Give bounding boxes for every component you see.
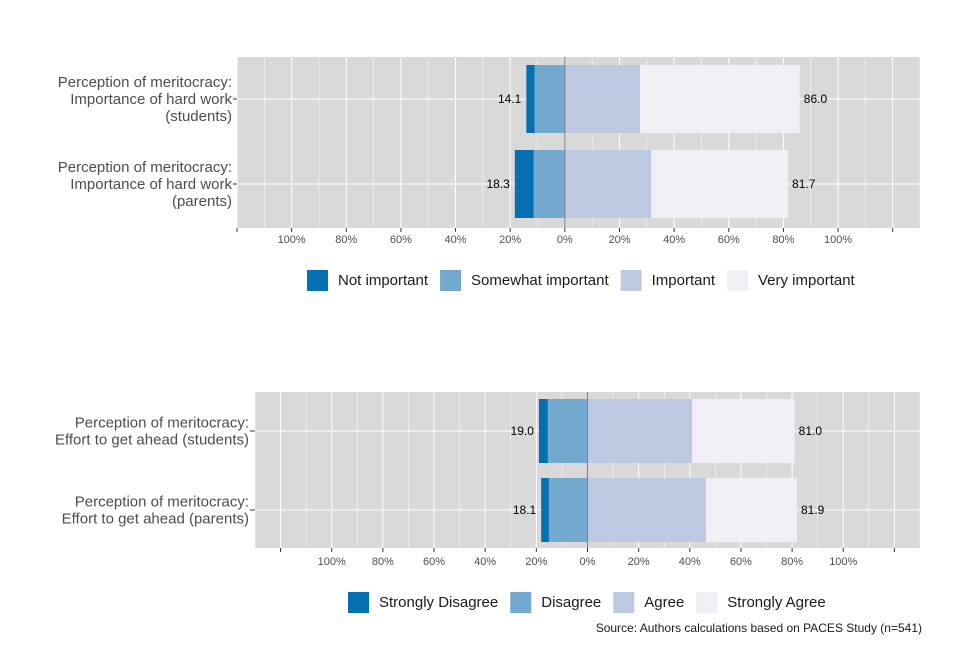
bar-segment-very-important bbox=[639, 65, 800, 133]
x-tick-label: 100% bbox=[318, 556, 346, 568]
legend-label: Not important bbox=[338, 272, 429, 289]
x-tick-label: 100% bbox=[829, 556, 857, 568]
bar-segment-strongly-agree bbox=[692, 399, 795, 463]
x-tick-label: 60% bbox=[718, 234, 740, 246]
legend-label: Important bbox=[652, 272, 716, 289]
x-tick-label: 40% bbox=[679, 556, 701, 568]
x-tick-label: 20% bbox=[499, 234, 521, 246]
legend-swatch bbox=[727, 270, 748, 291]
category-label: (students) bbox=[165, 108, 232, 125]
x-tick-label: 40% bbox=[445, 234, 467, 246]
bar-segment-somewhat-important bbox=[533, 150, 565, 218]
data-label-negative-total: 19.0 bbox=[511, 424, 535, 438]
bar-segment-not-important bbox=[526, 65, 535, 133]
category-label: Effort to get ahead (parents) bbox=[62, 511, 249, 528]
data-label-positive-total: 81.7 bbox=[792, 177, 816, 191]
data-label-positive-total: 86.0 bbox=[804, 92, 828, 106]
x-tick-label: 40% bbox=[474, 556, 496, 568]
bar-segment-strongly-agree bbox=[705, 478, 797, 542]
x-tick-label: 60% bbox=[423, 556, 445, 568]
legend-label: Very important bbox=[758, 272, 856, 289]
x-tick-label: 20% bbox=[608, 234, 630, 246]
data-label-positive-total: 81.9 bbox=[801, 503, 825, 517]
category-label: Effort to get ahead (students) bbox=[55, 432, 249, 449]
legend-swatch bbox=[510, 592, 532, 613]
x-tick-label: 80% bbox=[772, 234, 794, 246]
legend-label: Strongly Disagree bbox=[379, 594, 498, 611]
category-label: Perception of meritocracy: bbox=[75, 494, 249, 511]
legend-swatch bbox=[620, 270, 642, 291]
data-label-negative-total: 18.3 bbox=[486, 177, 510, 191]
bar-segment-somewhat-important bbox=[534, 65, 565, 133]
x-tick-label: 80% bbox=[335, 234, 357, 246]
category-label: Perception of meritocracy: bbox=[58, 159, 232, 176]
bar-segment-very-important bbox=[651, 150, 789, 218]
x-tick-label: 100% bbox=[278, 234, 306, 246]
category-label: Importance of hard work bbox=[70, 176, 232, 193]
legend: Not important Somewhat important Important… bbox=[307, 270, 856, 291]
category-label: (parents) bbox=[172, 193, 232, 210]
bar-segment-disagree bbox=[548, 478, 588, 542]
bar-segment-agree bbox=[587, 399, 693, 463]
x-tick-label: 40% bbox=[663, 234, 685, 246]
data-label-negative-total: 18.1 bbox=[513, 503, 537, 517]
source-note: Source: Authors calculations based on PA… bbox=[596, 621, 922, 635]
bar-segment-disagree bbox=[547, 399, 588, 463]
x-tick-label: 80% bbox=[781, 556, 803, 568]
bar-segment-not-important bbox=[514, 150, 534, 218]
x-tick-label: 20% bbox=[628, 556, 650, 568]
bar-segment-strongly-disagree bbox=[538, 399, 548, 463]
bar-segment-important bbox=[564, 65, 640, 133]
x-tick-label: 80% bbox=[372, 556, 394, 568]
x-tick-label: 0% bbox=[580, 556, 596, 568]
legend-swatch bbox=[348, 592, 369, 613]
data-label-positive-total: 81.0 bbox=[799, 424, 823, 438]
legend-swatch bbox=[696, 592, 718, 613]
legend-label: Somewhat important bbox=[471, 272, 609, 289]
legend-label: Agree bbox=[644, 594, 684, 611]
x-tick-label: 60% bbox=[730, 556, 752, 568]
legend-swatch bbox=[440, 270, 462, 291]
bar-segment-strongly-disagree bbox=[541, 478, 549, 542]
x-tick-label: 60% bbox=[390, 234, 412, 246]
bar-segment-important bbox=[564, 150, 652, 218]
bar-segment-agree bbox=[587, 478, 706, 542]
legend-swatch bbox=[613, 592, 635, 613]
x-tick-label: 20% bbox=[525, 556, 547, 568]
data-label-negative-total: 14.1 bbox=[498, 92, 522, 106]
x-tick-label: 0% bbox=[557, 234, 573, 246]
category-label: Perception of meritocracy: bbox=[58, 74, 232, 91]
x-tick-label: 100% bbox=[824, 234, 852, 246]
legend-label: Disagree bbox=[541, 594, 601, 611]
legend-label: Strongly Agree bbox=[727, 594, 825, 611]
category-label: Importance of hard work bbox=[70, 91, 232, 108]
legend: Strongly Disagree Disagree Agree Strongly A… bbox=[348, 592, 826, 613]
category-label: Perception of meritocracy: bbox=[75, 415, 249, 432]
legend-swatch bbox=[307, 270, 328, 291]
